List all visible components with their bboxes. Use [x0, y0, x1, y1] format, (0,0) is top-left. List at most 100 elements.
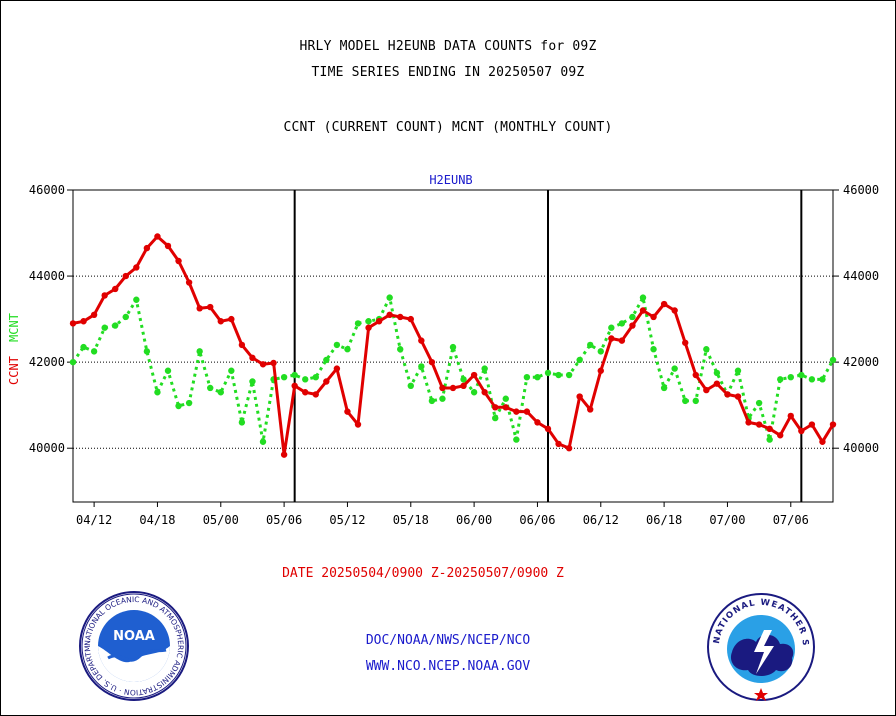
- noaa-logo[interactable]: NATIONAL OCEANIC AND ATMOSPHERIC ADMINIS…: [78, 590, 190, 702]
- data-point-ccnt: [724, 391, 731, 398]
- data-point-mcnt: [449, 343, 457, 351]
- data-point-mcnt: [565, 371, 573, 379]
- data-point-ccnt: [734, 393, 742, 400]
- data-point-mcnt: [133, 296, 140, 303]
- data-point-ccnt: [449, 384, 457, 392]
- x-tick-label: 06/18: [646, 513, 682, 527]
- axis-layer: 40000 40000 42000 42000 44000 44000 46000 46000…: [29, 183, 879, 527]
- data-point-mcnt: [407, 382, 414, 390]
- data-point-mcnt: [608, 324, 615, 331]
- data-point-ccnt: [375, 318, 383, 325]
- data-point-ccnt: [312, 391, 319, 398]
- data-point-ccnt: [101, 292, 108, 299]
- data-point-ccnt: [112, 285, 119, 293]
- data-point-mcnt: [777, 376, 784, 383]
- data-point-ccnt: [333, 365, 341, 372]
- y-tick-label-left: 42000: [29, 355, 65, 369]
- website-link[interactable]: WWW.NCO.NCEP.NOAA.GOV: [365, 659, 531, 674]
- data-point-mcnt: [629, 313, 636, 321]
- data-point-mcnt: [481, 365, 488, 372]
- data-point-mcnt: [755, 399, 763, 407]
- data-point-mcnt: [207, 384, 214, 392]
- y-tick-label-right: 46000: [843, 183, 879, 197]
- data-point-mcnt: [660, 384, 668, 392]
- data-point-ccnt: [386, 311, 393, 318]
- data-point-mcnt: [418, 363, 425, 370]
- nws-logo[interactable]: NATIONAL WEATHER SERVICE: [706, 592, 816, 702]
- data-point-ccnt: [703, 386, 710, 394]
- chart-header-line1: HRLY MODEL H2EUNB DATA COUNTS for 09Z: [299, 39, 597, 54]
- y-tick-label-right: 42000: [843, 355, 879, 369]
- data-point-ccnt: [154, 233, 161, 240]
- x-tick-label: 05/06: [266, 513, 302, 527]
- chart-title: H2EUNB: [429, 173, 472, 187]
- data-point-ccnt: [122, 272, 129, 280]
- data-point-ccnt: [639, 307, 647, 314]
- data-point-ccnt: [587, 406, 594, 413]
- data-point-mcnt: [164, 367, 172, 374]
- data-point-mcnt: [196, 348, 203, 355]
- data-point-ccnt: [280, 451, 288, 458]
- data-point-ccnt: [787, 412, 794, 420]
- data-point-mcnt: [713, 369, 721, 377]
- data-point-mcnt: [513, 436, 520, 443]
- data-point-mcnt: [534, 374, 541, 381]
- data-point-ccnt: [249, 354, 256, 362]
- data-point-mcnt: [112, 322, 119, 329]
- data-point-ccnt: [143, 244, 151, 252]
- data-point-ccnt: [660, 300, 668, 308]
- data-point-ccnt: [576, 393, 583, 400]
- data-point-mcnt: [798, 371, 805, 379]
- data-point-ccnt: [344, 408, 351, 415]
- data-point-mcnt: [587, 341, 594, 349]
- data-point-mcnt: [143, 348, 151, 355]
- data-point-ccnt: [439, 384, 446, 392]
- data-point-ccnt: [544, 425, 552, 433]
- data-point-mcnt: [492, 414, 499, 422]
- data-point-ccnt: [618, 337, 626, 344]
- data-point-mcnt: [734, 367, 742, 374]
- x-tick-label: 04/18: [139, 513, 175, 527]
- x-tick-label: 07/00: [709, 513, 745, 527]
- data-point-mcnt: [397, 346, 404, 353]
- data-point-mcnt: [302, 376, 309, 383]
- data-point-mcnt: [576, 356, 583, 364]
- data-point-mcnt: [344, 346, 351, 353]
- data-point-ccnt: [713, 380, 721, 387]
- x-tick-label: 04/12: [76, 513, 112, 527]
- data-point-ccnt: [629, 322, 636, 329]
- data-point-mcnt: [671, 365, 678, 372]
- data-point-mcnt: [502, 395, 509, 402]
- data-point-ccnt: [481, 389, 488, 396]
- data-point-ccnt: [365, 324, 372, 331]
- data-point-mcnt: [766, 436, 773, 443]
- data-point-mcnt: [618, 320, 626, 327]
- data-point-mcnt: [280, 374, 288, 381]
- y-tick-label-right: 44000: [843, 269, 879, 283]
- data-point-ccnt: [555, 440, 562, 448]
- data-point-ccnt: [418, 337, 425, 344]
- y-tick-label-right: 40000: [843, 441, 879, 455]
- data-point-mcnt: [291, 371, 298, 379]
- data-point-ccnt: [534, 419, 541, 426]
- data-point-ccnt: [185, 279, 193, 286]
- data-point-mcnt: [460, 376, 467, 383]
- data-point-mcnt: [808, 376, 816, 383]
- data-point-ccnt: [745, 419, 752, 426]
- data-point-mcnt: [650, 346, 657, 353]
- data-point-mcnt: [238, 419, 246, 426]
- data-point-mcnt: [154, 389, 161, 396]
- data-point-ccnt: [565, 445, 573, 452]
- org-path-link[interactable]: DOC/NOAA/NWS/NCEP/NCO: [365, 633, 531, 648]
- data-point-ccnt: [682, 339, 689, 346]
- data-point-ccnt: [692, 371, 699, 379]
- data-point-mcnt: [259, 438, 267, 445]
- data-point-mcnt: [439, 395, 446, 402]
- data-point-mcnt: [122, 313, 129, 321]
- data-point-ccnt: [217, 318, 224, 325]
- data-point-ccnt: [302, 389, 309, 396]
- data-point-ccnt: [819, 438, 826, 445]
- data-point-mcnt: [69, 358, 77, 366]
- x-tick-label: 07/06: [773, 513, 809, 527]
